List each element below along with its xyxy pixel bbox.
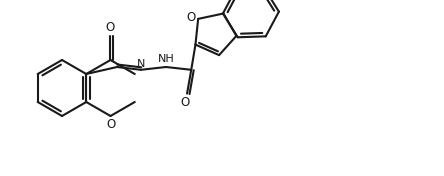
- Text: O: O: [180, 96, 190, 109]
- Text: O: O: [186, 11, 195, 24]
- Text: NH: NH: [158, 54, 174, 64]
- Text: O: O: [107, 118, 116, 131]
- Text: O: O: [106, 21, 115, 34]
- Text: N: N: [137, 59, 145, 69]
